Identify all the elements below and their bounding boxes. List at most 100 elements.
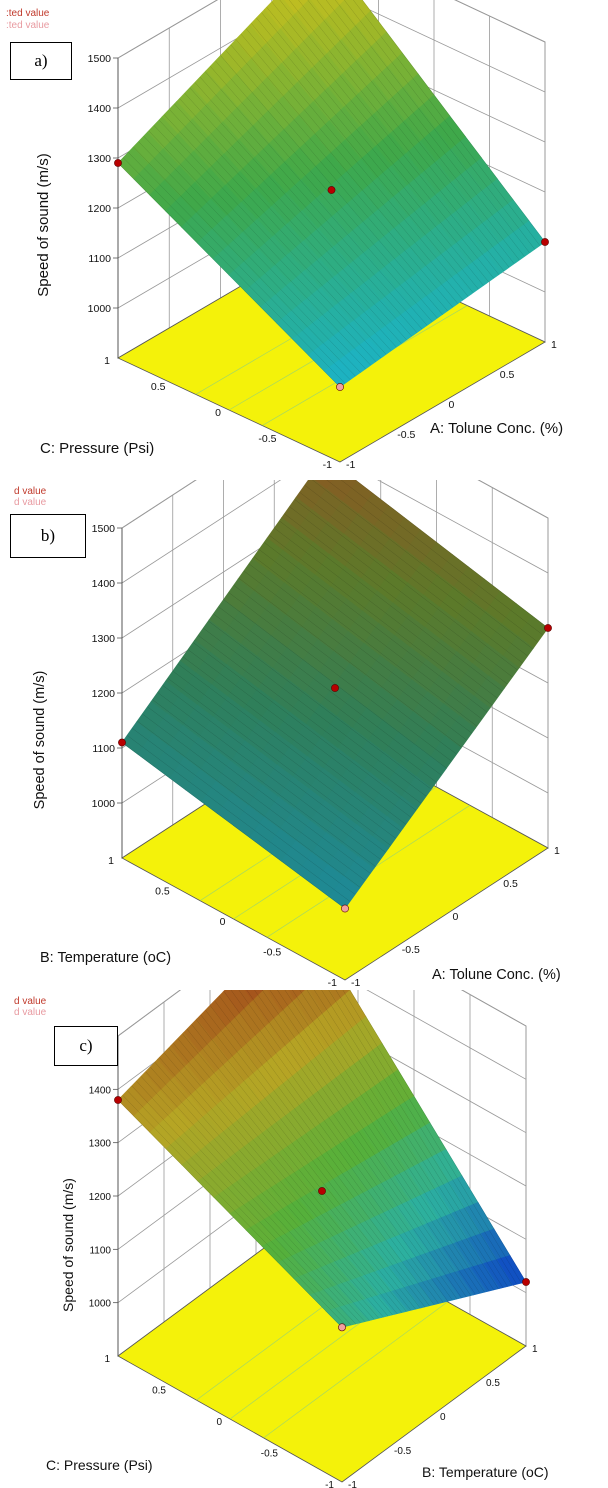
surface-mesh-line — [197, 635, 422, 804]
design-point — [327, 186, 336, 194]
surface-mesh-line — [253, 556, 478, 727]
y-tick-label: -1 — [325, 1480, 334, 1488]
z-tick-label: 1100 — [89, 1245, 111, 1256]
surface-mesh-line — [261, 990, 472, 1296]
surface-mesh-line — [143, 135, 366, 370]
surface-mesh-line — [256, 17, 479, 290]
surface-mesh-line — [279, 520, 503, 692]
design-point — [331, 684, 339, 692]
design-point — [318, 1187, 326, 1195]
surface-mesh-line — [133, 146, 356, 377]
surface-mesh-line — [167, 677, 391, 846]
y-axis-title: C: Pressure (Psi) — [46, 1457, 153, 1473]
surface-mesh-line — [154, 1061, 379, 1319]
x-tick-label: 0 — [449, 399, 455, 411]
surface-mesh-line — [199, 76, 423, 330]
surface-mesh-line — [304, 484, 528, 657]
surface-mesh-line — [307, 0, 515, 264]
surface-mesh-line — [306, 990, 499, 1289]
surface-mesh-line — [271, 1, 494, 279]
x-tick-label: 1 — [554, 845, 560, 857]
surface-mesh-line — [235, 39, 459, 304]
panel-label: a) — [10, 42, 72, 80]
wall-grid-line — [117, 990, 527, 1037]
y-tick-label: -0.5 — [258, 433, 276, 445]
y-tick-label: 1 — [104, 1354, 110, 1365]
surface-mesh-line — [147, 706, 371, 874]
surface-mesh-line — [218, 606, 442, 776]
surface-mesh-line — [214, 1000, 439, 1304]
x-tick-label: -0.5 — [394, 1446, 412, 1457]
z-tick-label: 1400 — [89, 1085, 112, 1096]
surface-mesh-line — [196, 1019, 421, 1309]
z-tick-label: 1000 — [92, 798, 116, 810]
surface-mesh-line — [230, 44, 453, 308]
surface-mesh-line — [186, 1028, 412, 1311]
surface-mesh-line — [218, 995, 444, 1303]
surface-mesh-line — [228, 592, 452, 762]
surface-mesh-line — [153, 125, 377, 362]
surface-mesh-line — [289, 506, 513, 678]
surface-mesh-line — [122, 157, 346, 384]
y-tick-label: 0.5 — [152, 1386, 166, 1397]
surface-mesh-line — [169, 109, 392, 351]
z-axis-title: Speed of sound (m/s) — [60, 1178, 76, 1312]
x-tick-label: -0.5 — [397, 429, 415, 441]
surface-mesh-line — [182, 1033, 407, 1312]
surface-mesh-line — [209, 1005, 435, 1305]
surface-mesh-line — [121, 742, 346, 909]
y-axis-title: C: Pressure (Psi) — [40, 440, 154, 457]
surface-mesh-line — [117, 1099, 343, 1328]
surface-mesh-line — [208, 620, 432, 790]
surface-mesh-line — [288, 0, 505, 272]
surface-mesh-line — [274, 527, 498, 699]
surface-patch — [325, 1306, 356, 1328]
y-tick-label: -0.5 — [261, 1449, 279, 1460]
surface-patch — [323, 359, 356, 388]
legend-entry-low: d value — [14, 497, 47, 508]
design-point — [522, 1278, 530, 1286]
surface-mesh-line — [128, 152, 351, 380]
surface-plot-a: 1000 1100 1200 1300 1400 1500 -1 -0.5 0 0.5 1 -1 -0.… — [35, 0, 563, 471]
z-tick-label: 1000 — [89, 1299, 112, 1310]
surface-mesh-line — [238, 577, 462, 748]
surface-mesh-line — [204, 71, 428, 326]
y-tick-label: 0.5 — [155, 886, 170, 898]
x-tick-label: -1 — [351, 977, 360, 989]
surface-mesh-line — [192, 642, 417, 811]
surface-mesh-line — [284, 990, 485, 1293]
surface-mesh-line — [179, 98, 402, 344]
design-point — [118, 738, 126, 747]
surface-mesh-line — [137, 720, 361, 888]
y-tick-label: 1 — [108, 855, 114, 867]
z-axis-title: Speed of sound (m/s) — [32, 671, 48, 810]
surface-mesh-line — [132, 727, 356, 895]
z-tick-label: 1000 — [88, 303, 112, 315]
y-tick-label: 0 — [215, 407, 221, 419]
x-tick-label: 0.5 — [503, 878, 518, 890]
x-tick-label: 0 — [440, 1412, 446, 1423]
surface-mesh-line — [177, 1038, 402, 1313]
surface-mesh-line — [142, 713, 366, 881]
surface-mesh-line — [203, 627, 427, 797]
z-axis-title: Speed of sound (m/s) — [35, 153, 52, 296]
surface-mesh-line — [326, 480, 539, 643]
design-point — [544, 624, 552, 632]
surface-mesh-line — [136, 1080, 361, 1323]
surface-patch — [328, 876, 360, 909]
x-axis-title: A: Tolune Conc. (%) — [432, 967, 561, 983]
legend-entry-high: :ted value — [6, 8, 50, 19]
surface-mesh-line — [138, 141, 361, 373]
z-tick-label: 1300 — [89, 1139, 112, 1150]
y-tick-label: 1 — [104, 355, 110, 367]
surface-mesh-line — [233, 585, 457, 755]
surface-patch — [336, 0, 346, 6]
z-tick-label: 1100 — [88, 253, 111, 265]
surface-mesh-line — [205, 1009, 430, 1306]
surface-mesh-line — [294, 499, 518, 671]
surface-mesh-line — [321, 990, 508, 1287]
x-axis-title: B: Temperature (oC) — [422, 1464, 549, 1480]
